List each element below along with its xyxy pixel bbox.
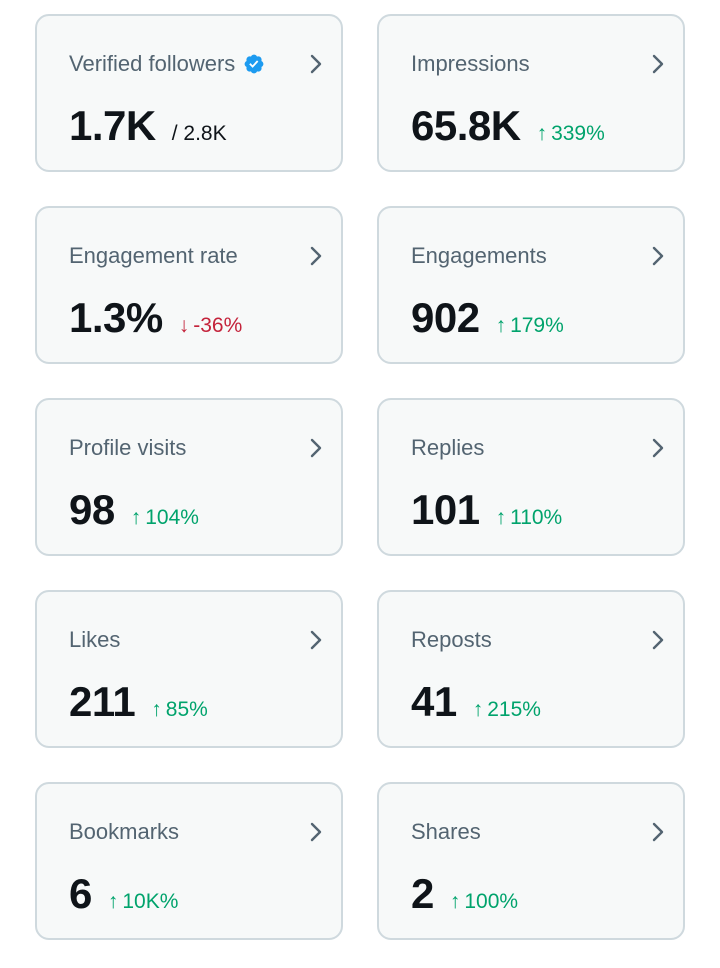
metric-value: 211 [69, 678, 136, 725]
change-value: 104% [145, 506, 199, 529]
card-replies[interactable]: Replies 101 ↑ 110% [377, 398, 685, 556]
arrow-up-icon: ↑ [495, 314, 507, 337]
metric-change: ↑ 104% [131, 506, 199, 530]
chevron-right-icon [652, 246, 664, 266]
card-impressions[interactable]: Impressions 65.8K ↑ 339% [377, 14, 685, 172]
card-label: Profile visits [69, 435, 187, 460]
card-label: Reposts [411, 627, 492, 652]
value-row: 41 ↑ 215% [411, 678, 541, 726]
metric-change: ↑ 100% [450, 890, 518, 914]
metric-change: ↑ 10K% [108, 890, 179, 914]
metric-change: ↑ 110% [496, 506, 563, 530]
change-value: -36% [193, 314, 243, 337]
metric-change: ↓ -36% [179, 314, 243, 338]
metric-change: ↑ 179% [496, 314, 564, 338]
card-bookmarks[interactable]: Bookmarks 6 ↑ 10K% [35, 782, 343, 940]
value-row: 98 ↑ 104% [69, 486, 199, 534]
value-row: 1.3% ↓ -36% [69, 294, 242, 342]
value-row: 65.8K ↑ 339% [411, 102, 605, 150]
arrow-up-icon: ↑ [151, 698, 162, 721]
card-label: Shares [411, 819, 481, 844]
value-row: 211 ↑ 85% [69, 678, 208, 726]
card-shares[interactable]: Shares 2 ↑ 100% [377, 782, 685, 940]
arrow-up-icon: ↑ [130, 506, 142, 529]
metric-value: 2 [411, 870, 434, 917]
change-value: 179% [510, 314, 564, 337]
change-value: 110% [510, 506, 563, 529]
metric-change: ↑ 339% [537, 122, 605, 146]
card-verified-followers[interactable]: Verified followers 1.7K / 2.8K [35, 14, 343, 172]
metric-total: / 2.8K [171, 122, 227, 145]
card-profile-visits[interactable]: Profile visits 98 ↑ 104% [35, 398, 343, 556]
chevron-right-icon [652, 438, 664, 458]
metric-value: 902 [411, 294, 480, 341]
card-label-text: Verified followers [69, 51, 236, 76]
chevron-right-icon [652, 630, 664, 650]
change-value: 339% [551, 122, 605, 145]
arrow-up-icon: ↑ [449, 890, 461, 913]
chevron-right-icon [310, 438, 322, 458]
value-row: 902 ↑ 179% [411, 294, 564, 342]
card-label: Replies [411, 435, 485, 460]
arrow-up-icon: ↑ [107, 890, 119, 913]
metric-value: 98 [69, 486, 115, 533]
change-value: 85% [165, 698, 208, 721]
change-value: 100% [464, 890, 519, 913]
chevron-right-icon [652, 54, 664, 74]
arrow-up-icon: ↑ [536, 122, 548, 145]
analytics-grid: Verified followers 1.7K / 2.8K Impressio… [35, 14, 686, 940]
value-row: 101 ↑ 110% [411, 486, 562, 534]
metric-value: 1.3% [69, 294, 163, 341]
card-label: Engagement rate [69, 243, 238, 268]
card-likes[interactable]: Likes 211 ↑ 85% [35, 590, 343, 748]
card-label: Engagements [411, 243, 547, 268]
change-value: 10K% [122, 890, 179, 913]
change-value: 215% [487, 698, 541, 721]
chevron-right-icon [310, 54, 322, 74]
card-label: Verified followers [69, 50, 265, 78]
card-label: Impressions [411, 51, 530, 76]
metric-value: 41 [411, 678, 457, 725]
verified-badge-icon [244, 54, 264, 74]
metric-value: 6 [69, 870, 92, 917]
metric-value: 1.7K [69, 102, 156, 149]
metric-value: 65.8K [411, 102, 521, 149]
card-reposts[interactable]: Reposts 41 ↑ 215% [377, 590, 685, 748]
metric-change: ↑ 85% [151, 698, 208, 722]
chevron-right-icon [310, 822, 322, 842]
metric-value: 101 [411, 486, 480, 533]
arrow-down-icon: ↓ [178, 314, 190, 337]
metric-change: ↑ 215% [473, 698, 541, 722]
card-engagement-rate[interactable]: Engagement rate 1.3% ↓ -36% [35, 206, 343, 364]
chevron-right-icon [310, 630, 322, 650]
value-row: 2 ↑ 100% [411, 870, 518, 918]
value-row: 1.7K / 2.8K [69, 102, 227, 150]
arrow-up-icon: ↑ [495, 506, 507, 529]
card-label: Bookmarks [69, 819, 180, 844]
card-label: Likes [69, 627, 121, 652]
card-engagements[interactable]: Engagements 902 ↑ 179% [377, 206, 685, 364]
chevron-right-icon [310, 246, 322, 266]
value-row: 6 ↑ 10K% [69, 870, 178, 918]
chevron-right-icon [652, 822, 664, 842]
arrow-up-icon: ↑ [472, 698, 484, 721]
